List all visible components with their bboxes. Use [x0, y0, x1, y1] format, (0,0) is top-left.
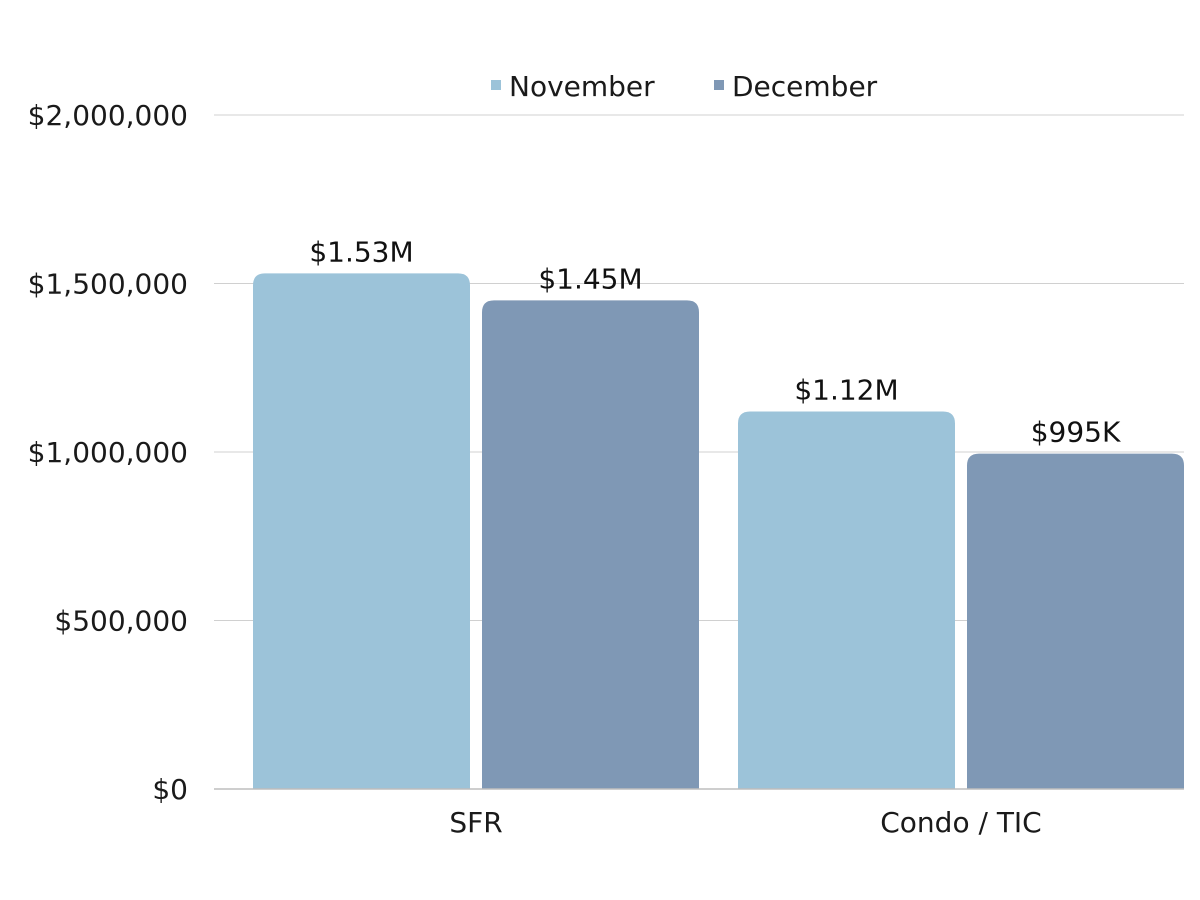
y-tick-label: $500,000	[54, 605, 188, 638]
bar-november-0	[253, 273, 470, 789]
y-tick-label: $1,500,000	[28, 268, 188, 301]
x-category-label: Condo / TIC	[880, 806, 1041, 839]
data-labels: $1.53M $1.45M $1.12M $995K	[309, 235, 1121, 448]
legend-swatch-icon	[714, 80, 724, 90]
x-category-label: SFR	[449, 806, 502, 839]
axes: $0 $500,000 $1,000,000 $1,500,000 $2,000,000…	[28, 99, 1184, 839]
y-tick-label: $0	[152, 773, 188, 806]
y-tick-label: $1,000,000	[28, 436, 188, 469]
legend-label: December	[732, 70, 878, 103]
data-label: $1.53M	[309, 235, 413, 268]
bar-december-1	[967, 453, 1184, 789]
data-label: $1.45M	[538, 262, 642, 295]
legend: November December	[491, 70, 878, 103]
legend-label: November	[509, 70, 655, 103]
data-label: $995K	[1031, 416, 1121, 449]
legend-swatch-icon	[491, 80, 501, 90]
bar-november-1	[738, 411, 955, 789]
bars	[253, 273, 1184, 789]
bar-december-0	[482, 300, 699, 789]
data-label: $1.12M	[794, 374, 898, 407]
y-tick-label: $2,000,000	[28, 99, 188, 132]
